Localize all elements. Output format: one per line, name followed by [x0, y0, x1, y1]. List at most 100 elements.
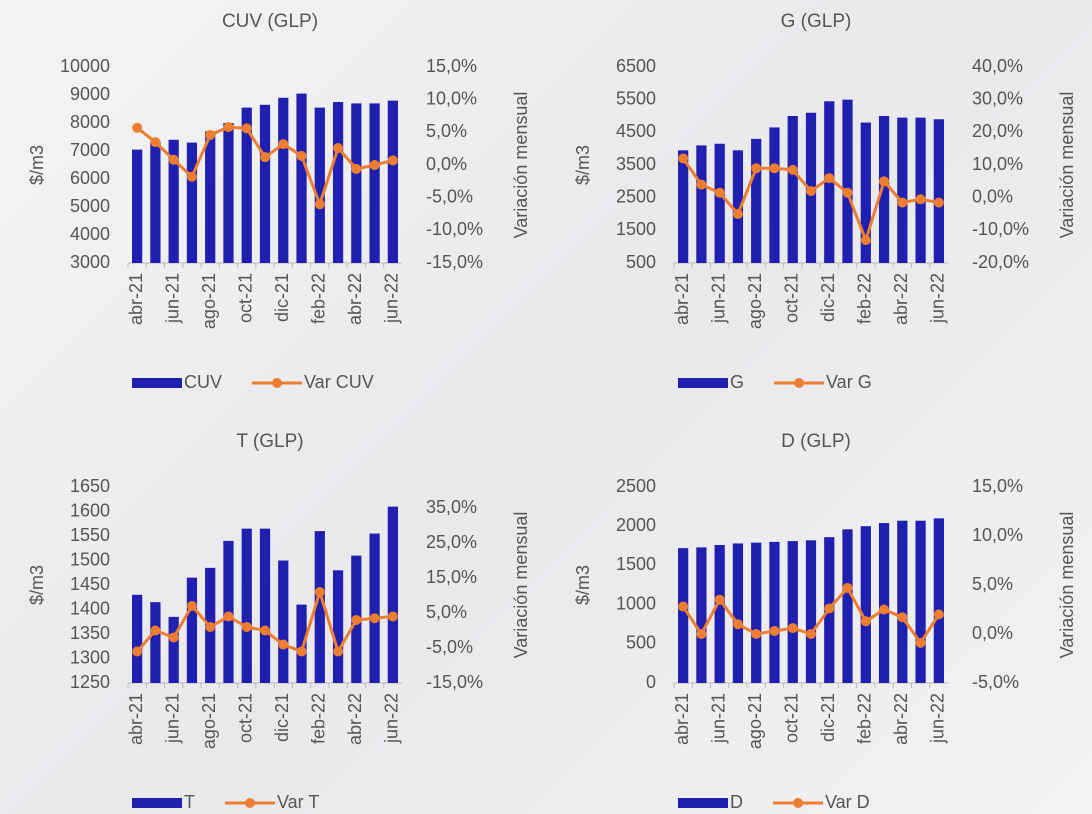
y2-tick-label: -15,0% — [426, 672, 483, 692]
line-point — [260, 152, 270, 163]
y-axis-title: $/m3 — [27, 145, 47, 185]
line-point — [696, 179, 707, 190]
x-tick-label: dic-21 — [272, 273, 292, 322]
bar — [769, 541, 780, 683]
line-point — [860, 616, 871, 627]
bar — [278, 560, 289, 683]
legend-swatch — [272, 378, 283, 388]
x-tick-label: feb-22 — [855, 693, 875, 744]
bar — [751, 542, 762, 683]
line-point — [915, 637, 926, 648]
line-point — [314, 587, 325, 597]
line-point — [732, 619, 743, 630]
bar — [351, 103, 362, 264]
line-point — [168, 632, 179, 643]
line-point — [387, 611, 398, 622]
y2-tick-label: -20,0% — [972, 252, 1029, 272]
x-tick-label: dic-21 — [818, 273, 838, 322]
line-point — [205, 622, 216, 632]
x-tick-label: oct-21 — [781, 693, 801, 743]
y2-tick-label: 20,0% — [972, 121, 1023, 141]
legend-swatch — [678, 378, 728, 388]
line-point — [696, 629, 707, 639]
bar — [732, 543, 744, 683]
x-tick-label: jun-22 — [382, 273, 402, 324]
y-tick-label: 10000 — [60, 56, 110, 76]
line-point — [132, 646, 143, 657]
legend-label: Var CUV — [304, 372, 374, 392]
x-tick-label: dic-21 — [272, 693, 292, 742]
line-point — [824, 173, 835, 184]
x-tick-label: abr-22 — [345, 693, 365, 745]
y-tick-label: 4500 — [616, 121, 656, 141]
y-tick-label: 9000 — [70, 84, 110, 104]
y2-tick-label: -5,0% — [972, 672, 1019, 692]
x-tick-label: dic-21 — [818, 693, 838, 742]
line-point — [933, 609, 944, 620]
y2-tick-label: 5,0% — [972, 574, 1013, 594]
bar — [259, 104, 271, 263]
x-tick-label: abr-21 — [672, 273, 692, 325]
x-tick-label: jun-21 — [162, 273, 182, 324]
y2-tick-label: 15,0% — [426, 567, 477, 587]
bar — [186, 577, 198, 683]
y-tick-label: 7000 — [70, 140, 110, 160]
chart: T (GLP) $/m3 Variación mensual 1250 1300 1350… — [27, 431, 531, 812]
x-tick-label: feb-22 — [309, 693, 329, 744]
bar — [696, 547, 707, 683]
y2-tick-label: 10,0% — [426, 88, 477, 108]
y-tick-label: 1400 — [70, 598, 110, 618]
legend-swatch — [132, 798, 182, 808]
line-point — [241, 123, 252, 134]
line-point — [824, 603, 835, 614]
line-point — [314, 199, 325, 210]
bar — [314, 531, 325, 683]
x-tick-label: ago-21 — [745, 693, 765, 749]
y-axis-title: $/m3 — [27, 565, 47, 605]
x-tick-label: abr-21 — [126, 273, 146, 325]
line-point — [223, 611, 234, 622]
y-tick-label: 1500 — [616, 219, 656, 239]
line-point — [897, 197, 908, 208]
line-point — [933, 197, 944, 208]
line-point — [333, 646, 344, 657]
line-point — [260, 625, 270, 636]
y2-tick-label: 10,0% — [972, 525, 1023, 545]
bar — [915, 520, 926, 683]
y-tick-label: 1500 — [70, 549, 110, 569]
x-tick-label: abr-21 — [672, 693, 692, 745]
y2-tick-label: -5,0% — [426, 186, 473, 206]
line-point — [769, 163, 780, 174]
y2-tick-label: 15,0% — [426, 56, 477, 76]
x-tick-label: feb-22 — [855, 273, 875, 324]
legend-swatch — [794, 378, 805, 388]
line-point — [751, 163, 762, 174]
line-point — [168, 154, 179, 165]
line-point — [186, 171, 197, 182]
line-point — [351, 163, 362, 174]
line-point — [769, 626, 780, 637]
y-tick-label: 5000 — [70, 196, 110, 216]
y-tick-label: 1500 — [616, 554, 656, 574]
chart: CUV (GLP) $/m3 Variación mensual 3000 4000 50… — [27, 11, 531, 392]
y2-tick-label: -10,0% — [972, 219, 1029, 239]
y-tick-label: 5500 — [616, 88, 656, 108]
y-axis-title: $/m3 — [573, 565, 593, 605]
bar — [714, 143, 725, 263]
line-point — [860, 235, 871, 246]
y-tick-label: 2000 — [616, 515, 656, 535]
y-tick-label: 1600 — [70, 500, 110, 520]
bar — [186, 142, 198, 263]
x-tick-label: jun-22 — [928, 693, 948, 744]
bar — [897, 117, 908, 263]
line-point — [278, 639, 289, 650]
x-tick-label: oct-21 — [781, 273, 801, 323]
x-tick-label: abr-21 — [126, 693, 146, 745]
bar — [696, 145, 707, 263]
x-tick-label: ago-21 — [199, 693, 219, 749]
y2-tick-label: -10,0% — [426, 219, 483, 239]
bar — [168, 616, 179, 683]
bar — [714, 545, 725, 683]
line-point — [915, 194, 926, 205]
bar — [915, 117, 926, 263]
